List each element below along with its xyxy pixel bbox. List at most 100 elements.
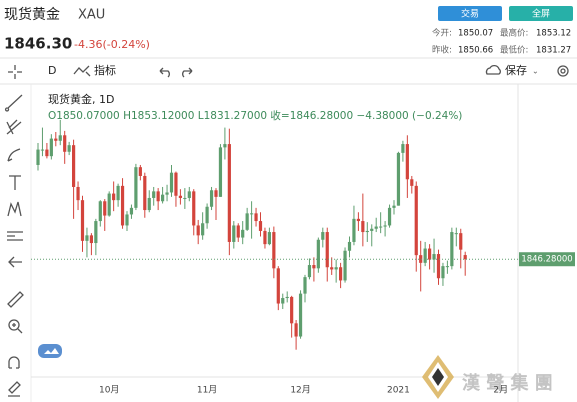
x-tick-label: 10月 bbox=[99, 385, 119, 396]
candle-body bbox=[272, 232, 276, 269]
fullscreen-button-label[interactable]: 全屏 bbox=[532, 8, 550, 20]
candle-body bbox=[201, 223, 205, 236]
candle-body bbox=[401, 144, 405, 153]
stat-label: 最高价: bbox=[500, 28, 528, 39]
candle-body bbox=[241, 229, 245, 238]
candle-body bbox=[379, 226, 383, 228]
candle-body bbox=[85, 235, 89, 241]
candle-body bbox=[116, 185, 120, 201]
candle-body bbox=[134, 167, 138, 208]
x-tick-label: 2月 bbox=[493, 385, 508, 396]
zoom-tool[interactable] bbox=[8, 319, 20, 331]
save-button[interactable]: 保存 bbox=[505, 63, 527, 77]
cloud-icon bbox=[485, 64, 501, 75]
indicator-icon bbox=[73, 65, 91, 77]
candle-body bbox=[205, 206, 209, 224]
candle-body bbox=[58, 135, 62, 141]
candle-body bbox=[330, 267, 334, 270]
candle-body bbox=[352, 218, 356, 242]
measure-tool[interactable] bbox=[7, 291, 24, 308]
candle-body bbox=[183, 197, 187, 199]
trade-button-label[interactable]: 交易 bbox=[461, 8, 479, 20]
interval-button[interactable]: D bbox=[48, 64, 56, 77]
candle-body bbox=[450, 232, 454, 267]
logo-badge-glyph bbox=[44, 348, 59, 354]
candle-body bbox=[316, 239, 320, 269]
candle-body bbox=[36, 149, 40, 165]
candle-body bbox=[214, 190, 218, 197]
candle-body bbox=[187, 191, 191, 198]
text-tool[interactable] bbox=[9, 175, 21, 190]
lock-tool[interactable] bbox=[8, 381, 21, 397]
candle-body bbox=[196, 225, 200, 236]
candle-body bbox=[410, 179, 414, 186]
prediction-tool[interactable] bbox=[7, 231, 23, 241]
candle-body bbox=[339, 267, 343, 281]
settings-button-core bbox=[560, 68, 566, 74]
instrument-symbol: XAU bbox=[78, 8, 105, 23]
candle-body bbox=[419, 255, 423, 263]
drawing-tools bbox=[4, 94, 24, 397]
fib-tool[interactable] bbox=[6, 119, 22, 135]
dropdown-caret[interactable]: ⌄ bbox=[532, 67, 539, 76]
candle-body bbox=[459, 233, 463, 250]
candle-body bbox=[370, 228, 374, 231]
candle-body bbox=[414, 185, 418, 256]
candle-body bbox=[454, 233, 458, 235]
candle-body bbox=[428, 248, 432, 260]
candle-body bbox=[321, 232, 325, 240]
candle-body bbox=[383, 225, 387, 227]
candle-body bbox=[120, 185, 125, 226]
candle-body bbox=[72, 145, 76, 187]
candle-body bbox=[365, 230, 369, 233]
candle-body bbox=[423, 248, 427, 263]
stat-value: 1850.07 bbox=[458, 29, 493, 39]
candle-body bbox=[209, 190, 214, 207]
crosshair-tool[interactable] bbox=[8, 65, 22, 79]
settings-button[interactable] bbox=[557, 65, 569, 77]
candle-body bbox=[441, 266, 445, 279]
candle-body bbox=[436, 254, 441, 279]
last-price: 1846.30 bbox=[4, 35, 72, 53]
candle-body bbox=[80, 200, 85, 241]
candle-body bbox=[396, 152, 401, 206]
magnet-tool[interactable] bbox=[8, 356, 20, 369]
candle-body bbox=[40, 149, 45, 151]
candle-body bbox=[250, 213, 254, 215]
watermark-logo bbox=[422, 355, 454, 399]
brush-tool[interactable] bbox=[7, 148, 21, 162]
candle-body bbox=[125, 214, 129, 226]
candle-body bbox=[165, 192, 169, 195]
back-tool[interactable] bbox=[8, 256, 22, 268]
stat-value: 1831.27 bbox=[536, 46, 571, 56]
stat-label: 最低价: bbox=[500, 45, 528, 56]
candle-body bbox=[236, 225, 240, 238]
candle-body bbox=[112, 193, 116, 201]
zoom-tool-glyph bbox=[12, 323, 23, 334]
candle-body bbox=[45, 149, 49, 157]
candle-body bbox=[258, 221, 263, 231]
candle-body bbox=[245, 213, 249, 230]
ohlc-readout: O1850.07000 H1853.12000 L1831.27000 收=18… bbox=[48, 109, 462, 122]
undo-redo[interactable] bbox=[159, 67, 193, 78]
candle-body bbox=[334, 267, 338, 270]
stat-value: 1853.12 bbox=[536, 29, 571, 39]
candle-body bbox=[254, 213, 258, 222]
candle-body bbox=[303, 277, 307, 294]
candle-body bbox=[392, 205, 396, 208]
candle-body bbox=[263, 230, 267, 245]
indicators-button[interactable]: 指标 bbox=[94, 63, 116, 77]
candle-body bbox=[89, 235, 93, 244]
logo-badge bbox=[38, 344, 62, 358]
stat-value: 1850.66 bbox=[458, 46, 493, 56]
trend-line-tool[interactable] bbox=[4, 94, 23, 112]
fullscreen-button[interactable] bbox=[509, 6, 573, 21]
candle-body bbox=[98, 201, 102, 222]
trade-button[interactable] bbox=[438, 6, 502, 21]
x-tick-label: 12月 bbox=[290, 385, 310, 396]
pattern-tool[interactable] bbox=[7, 201, 22, 217]
candle-body bbox=[94, 221, 98, 244]
candle-body bbox=[152, 191, 156, 198]
x-tick-label: 11月 bbox=[197, 385, 217, 396]
